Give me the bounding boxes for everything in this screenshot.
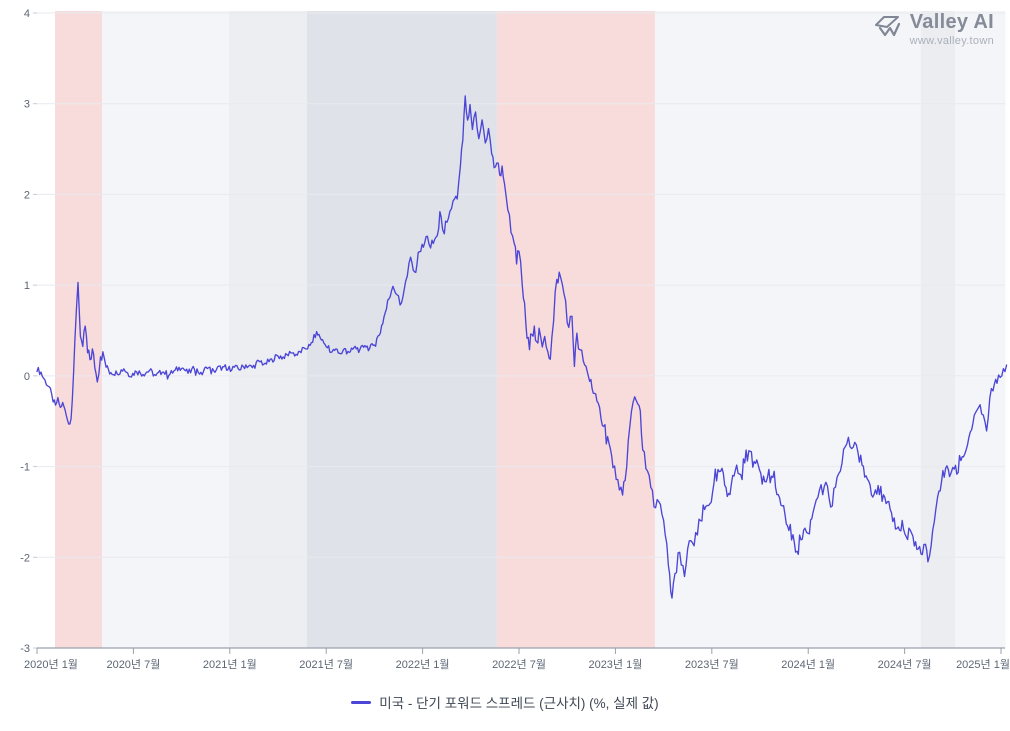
y-tick-label: 3: [24, 99, 30, 111]
background-band-1: [102, 11, 230, 648]
x-tick-label: 2023년 7월: [685, 658, 739, 671]
y-tick-label: 2: [24, 189, 30, 201]
background-bands: [54, 11, 1006, 648]
x-tick-label: 2022년 7월: [492, 658, 546, 671]
x-tick-label: 2021년 7월: [299, 658, 353, 671]
x-tick-label: 2024년 7월: [878, 658, 932, 671]
background-band-4: [496, 11, 655, 648]
legend-item-us-forward-spread[interactable]: 미국 - 단기 포워드 스프레드 (근사치) (%, 실제 값): [351, 692, 659, 712]
x-axis: 2020년 1월 2020년 7월 2021년 1월 2021년 7월 2022년 1월…: [24, 647, 1010, 671]
y-tick-label: 0: [24, 371, 30, 383]
y-tick-label: 4: [24, 8, 30, 20]
brand-url: www.valley.town: [909, 35, 994, 47]
x-tick-label: 2023년 1월: [588, 658, 642, 671]
chart-legend: 미국 - 단기 포워드 스프레드 (근사치) (%, 실제 값): [0, 692, 1010, 712]
background-band-0: [54, 11, 103, 648]
x-tick-label: 2022년 1월: [396, 658, 450, 671]
background-band-2: [229, 11, 307, 648]
y-axis-labels: 4 3 2 1 0 -1 -2 -3: [20, 8, 30, 655]
brand-logo: Valley AI www.valley.town: [871, 10, 994, 47]
background-band-6: [920, 11, 956, 648]
y-tick-label: -2: [20, 552, 30, 564]
brand-name: Valley AI: [909, 11, 994, 33]
background-band-7: [955, 11, 1006, 648]
y-tick-label: -3: [20, 643, 30, 655]
background-band-3: [306, 11, 497, 648]
legend-line-swatch: [351, 700, 372, 704]
x-tick-label: 2024년 1월: [781, 658, 835, 671]
x-tick-label: 2021년 1월: [203, 658, 257, 671]
y-tick-label: 1: [24, 280, 30, 292]
x-tick-label: 2020년 1월: [24, 658, 78, 671]
y-tick-label: -1: [20, 462, 30, 474]
spread-line-chart[interactable]: 4 3 2 1 0 -1 -2 -3 2020년 1월 2020년 7월 2021년 1월 2021년…: [0, 0, 1010, 682]
x-tick-label: 2020년 7월: [106, 658, 160, 671]
series-line-us-forward-spread: [36, 95, 1008, 599]
legend-label: 미국 - 단기 포워드 스프레드 (근사치) (%, 실제 값): [379, 696, 659, 711]
x-tick-label: 2025년 1월: [956, 658, 1010, 671]
valley-ai-logo-icon: [874, 16, 900, 37]
background-band-5: [654, 11, 921, 648]
